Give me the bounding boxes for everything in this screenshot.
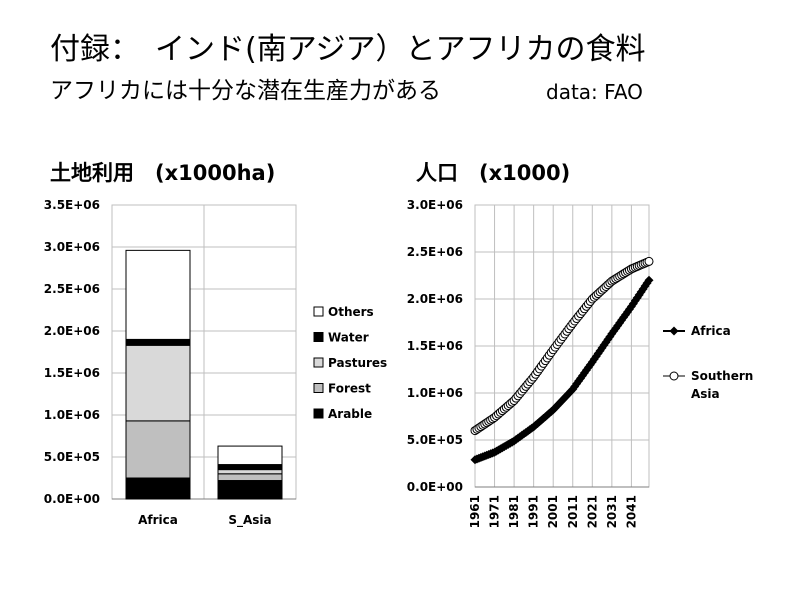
land-bar-pastures-s_asia: [217, 469, 283, 475]
land-category-label: S_Asia: [228, 513, 271, 528]
pop-x-tick-label: 2011: [566, 495, 580, 528]
pop-x-tick-label: 1971: [488, 495, 502, 528]
land-category-label: Africa: [138, 513, 178, 527]
pop-point-southern-asia: [644, 256, 654, 266]
pop-x-tick-label: 2021: [585, 495, 599, 528]
pop-x-tick-label: 1981: [507, 495, 521, 528]
pop-legend-label-africa: Africa: [691, 324, 731, 338]
land-bar-arable-africa: [125, 477, 191, 500]
land-y-tick-label: 5.0E+05: [44, 450, 100, 464]
land-bar-forest-africa: [125, 420, 191, 479]
pop-y-tick-label: 5.0E+05: [407, 433, 463, 447]
land-y-tick-label: 1.5E+06: [44, 366, 100, 380]
pop-y-tick-label: 3.0E+06: [407, 198, 463, 212]
land-y-tick-label: 1.0E+06: [44, 408, 100, 422]
slide-subtitle: アフリカには十分な潜在生産力がある: [50, 78, 441, 104]
pop-legend-label-line: Asia: [691, 387, 720, 401]
pop-y-tick-label: 2.5E+06: [407, 245, 463, 259]
pop-x-tick-label: 2001: [546, 495, 560, 528]
land-legend-label: Forest: [328, 382, 371, 396]
land-legend-label: Arable: [328, 407, 372, 421]
land-bar-others-africa: [125, 249, 191, 340]
pop-y-tick-label: 1.0E+06: [407, 386, 463, 400]
land-legend-swatch-arable: [313, 408, 324, 419]
pop-legend-marker-southern-asia: [669, 371, 679, 381]
data-source: data: FAO: [546, 80, 643, 104]
pop-x-tick-label: 1961: [468, 495, 482, 528]
land-y-tick-label: 3.0E+06: [44, 240, 100, 254]
land-legend-swatch-water: [313, 332, 324, 342]
land-use-chart-title: 土地利用 (x1000ha): [50, 161, 276, 185]
land-legend-swatch-pastures: [313, 357, 324, 368]
land-bar-others-s_asia: [217, 445, 283, 466]
land-bar-water-africa: [125, 338, 191, 346]
pop-point-africa: [644, 275, 654, 285]
pop-y-tick-label: 0.0E+00: [407, 480, 463, 494]
land-bar-pastures-africa: [125, 344, 191, 422]
pop-x-tick-label: 1991: [527, 495, 541, 528]
pop-markers-southern-asia: [470, 256, 654, 436]
pop-y-tick-label: 2.0E+06: [407, 292, 463, 306]
land-legend-label: Water: [328, 331, 369, 345]
land-legend-swatch-others: [313, 306, 324, 317]
land-bar-forest-s_asia: [217, 473, 283, 482]
land-y-tick-label: 0.0E+00: [44, 492, 100, 506]
land-legend-swatch-forest: [313, 383, 324, 393]
pop-markers-africa: [470, 275, 654, 465]
land-bar-water-s_asia: [217, 464, 283, 471]
population-chart-title: 人口 (x1000): [416, 161, 571, 185]
land-y-tick-label: 2.5E+06: [44, 282, 100, 296]
land-bar-arable-s_asia: [217, 480, 283, 500]
land-legend-label: Others: [328, 305, 374, 319]
pop-x-tick-label: 2031: [605, 495, 619, 528]
land-y-tick-label: 3.5E+06: [44, 198, 100, 212]
slide-title: 付録： インド(南アジア）とアフリカの食料: [50, 32, 646, 67]
pop-legend-label-line: Southern: [691, 369, 753, 383]
pop-legend-marker-africa: [669, 326, 679, 336]
land-y-tick-label: 2.0E+06: [44, 324, 100, 338]
land-legend-label: Pastures: [328, 356, 387, 370]
pop-line-africa: [474, 279, 650, 461]
pop-legend-label-southern-asia: Southern Asia: [691, 369, 753, 401]
pop-x-tick-label: 2041: [624, 495, 638, 528]
pop-y-tick-label: 1.5E+06: [407, 339, 463, 353]
